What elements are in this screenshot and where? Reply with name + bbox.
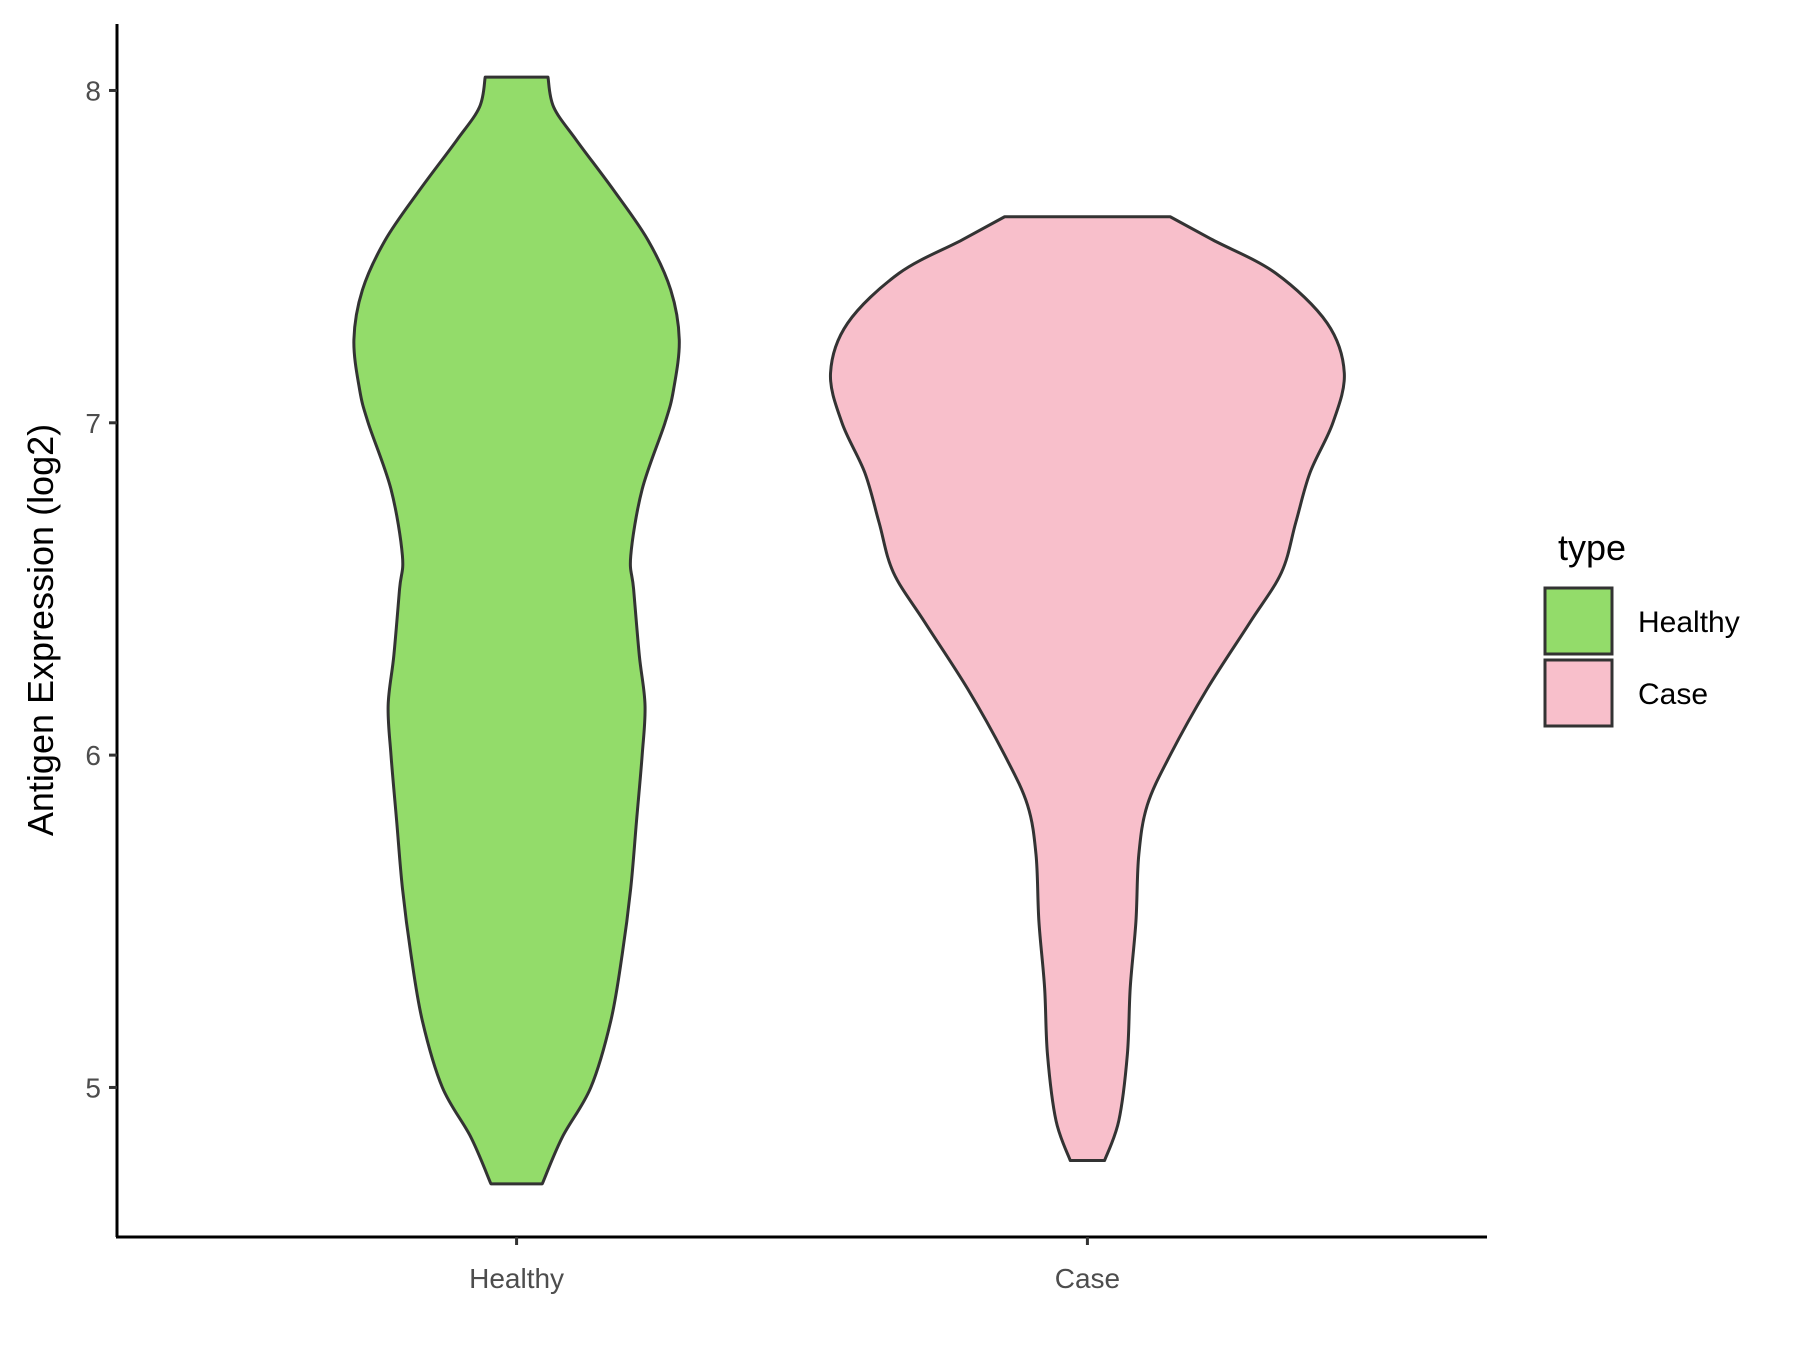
y-tick-label: 7	[85, 408, 101, 439]
violin-case	[829, 215, 1346, 1163]
legend-items: Healthy Case	[1543, 586, 1740, 728]
legend-label-case: Case	[1638, 678, 1708, 711]
legend-swatch-case	[1543, 658, 1614, 728]
violin-healthy	[352, 75, 681, 1186]
y-tick-label: 5	[85, 1072, 101, 1103]
axes: 5 6 7 8 Healthy Case	[85, 24, 1487, 1294]
legend-swatch-healthy	[1543, 586, 1614, 656]
x-tick-label: Case	[1055, 1263, 1120, 1294]
y-tick-label: 8	[85, 75, 101, 106]
legend: type Healthy Case	[1543, 527, 1740, 728]
plot-area	[352, 75, 1346, 1186]
x-tick-label: Healthy	[469, 1263, 564, 1294]
y-tick-label: 6	[85, 740, 101, 771]
legend-title: type	[1558, 527, 1626, 568]
y-axis-title: Antigen Expression (log2)	[20, 424, 61, 836]
legend-label-healthy: Healthy	[1638, 606, 1740, 639]
